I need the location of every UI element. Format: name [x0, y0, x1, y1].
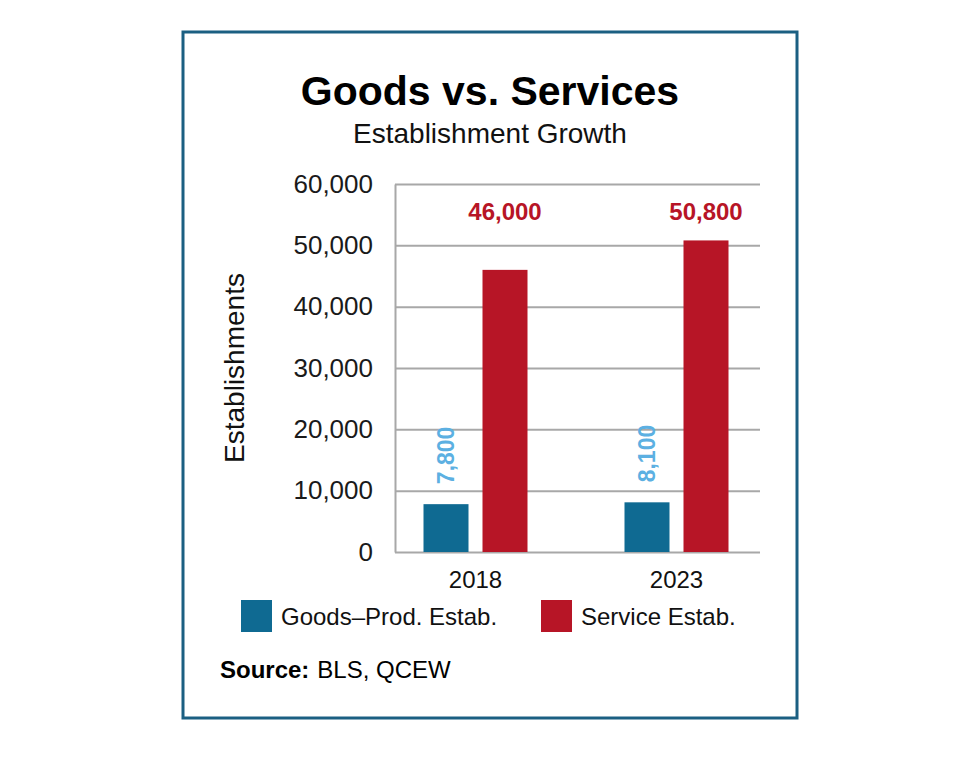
legend-swatch — [241, 600, 272, 632]
legend: Goods–Prod. Estab. Service Estab. — [241, 600, 736, 632]
source: Source: BLS, QCEW — [220, 656, 451, 683]
legend-label: Service Estab. — [581, 603, 736, 630]
grid-line — [395, 184, 760, 186]
x-tick: 2018 — [449, 552, 502, 593]
bars — [424, 240, 729, 552]
y-tick-label: 30,000 — [293, 353, 373, 383]
data-label: 46,000 — [468, 198, 541, 225]
x-tick-label: 2023 — [650, 566, 703, 593]
y-axis: 0 10,000 20,000 30,000 40,000 50,000 60,000 — [293, 169, 760, 567]
legend-swatch — [541, 600, 572, 632]
data-label: 50,800 — [669, 198, 742, 225]
subtitle: Establishment Growth — [353, 118, 627, 149]
data-label: 7,800 — [433, 427, 459, 485]
y-axis-title: Establishments — [219, 273, 250, 463]
x-tick: 2023 — [650, 552, 703, 593]
x-tick-label: 2018 — [449, 566, 502, 593]
bar — [625, 502, 670, 552]
y-tick-label: 10,000 — [293, 475, 373, 505]
source-label: Source: — [220, 656, 309, 683]
x-axis: 2018 2023 — [449, 552, 703, 593]
y-tick-label: 60,000 — [293, 169, 373, 199]
bar — [684, 240, 729, 552]
data-labels: 7,800 8,100 46,000 50,800 — [433, 198, 743, 484]
y-tick-label: 50,000 — [293, 230, 373, 260]
legend-label: Goods–Prod. Estab. — [281, 603, 497, 630]
y-tick-label: 0 — [359, 537, 373, 567]
bar — [483, 270, 528, 552]
title: Goods vs. Services — [301, 68, 679, 114]
data-label: 8,100 — [634, 425, 660, 483]
bar — [424, 504, 469, 552]
source-text: BLS, QCEW — [317, 656, 451, 683]
frame — [183, 32, 797, 718]
y-tick-label: 40,000 — [293, 291, 373, 321]
y-tick-label: 20,000 — [293, 414, 373, 444]
y-tick: 60,000 — [293, 169, 760, 199]
chart: Goods vs. Services Establishment Growth 0 1… — [0, 0, 979, 760]
